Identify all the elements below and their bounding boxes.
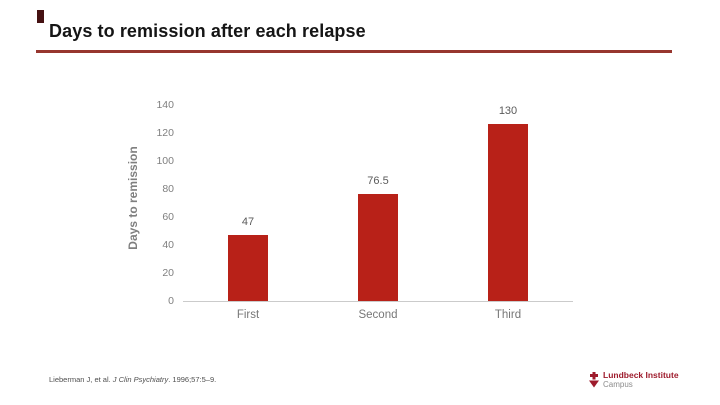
bar xyxy=(488,124,528,301)
logo-name: Lundbeck Institute xyxy=(603,370,679,380)
logo-text: Lundbeck Institute Campus xyxy=(603,370,679,390)
bar-group: 130 xyxy=(443,105,573,301)
y-axis-tick-label: 60 xyxy=(162,211,174,223)
bar-value-label: 76.5 xyxy=(367,174,389,187)
x-axis-label: Third xyxy=(494,309,522,321)
journal-name: J Clin Psychiatry xyxy=(112,375,169,384)
bar-value-label: 47 xyxy=(241,216,255,229)
y-axis-tick-label: 120 xyxy=(156,127,174,139)
title-rule xyxy=(36,50,672,53)
bar-value-label: 130 xyxy=(498,105,518,117)
x-axis: First Second Third xyxy=(183,309,573,321)
y-axis-tick-label: 100 xyxy=(156,155,174,167)
y-axis: 140 120 100 80 60 40 20 0 xyxy=(138,99,174,307)
bar-group: 76.5 xyxy=(313,105,443,301)
x-axis-label: First xyxy=(236,309,260,321)
lundbeck-cross-icon xyxy=(589,372,599,388)
logo-subname: Campus xyxy=(603,380,633,389)
citation: Lieberman J, et al. J Clin Psychiatry. 1… xyxy=(49,375,216,384)
y-axis-tick-label: 0 xyxy=(168,295,174,307)
y-axis-tick-label: 20 xyxy=(162,267,174,279)
y-axis-tick-label: 40 xyxy=(162,239,174,251)
plot-area: 47 76.5 130 xyxy=(183,105,573,302)
x-axis-line xyxy=(183,301,573,302)
lundbeck-logo: Lundbeck Institute Campus xyxy=(588,371,679,389)
citation-prefix: Lieberman J, et al. xyxy=(49,375,113,384)
slide-corner-mark xyxy=(37,10,44,23)
y-axis-tick-label: 80 xyxy=(162,183,174,195)
bar xyxy=(228,235,268,301)
citation-suffix: . 1996;57:5–9. xyxy=(168,375,217,384)
bar xyxy=(358,193,398,301)
x-axis-label: Second xyxy=(358,309,398,321)
y-axis-tick-label: 140 xyxy=(156,99,174,111)
page-title: Days to remission after each relapse xyxy=(49,21,366,41)
bar-group: 47 xyxy=(183,105,313,301)
